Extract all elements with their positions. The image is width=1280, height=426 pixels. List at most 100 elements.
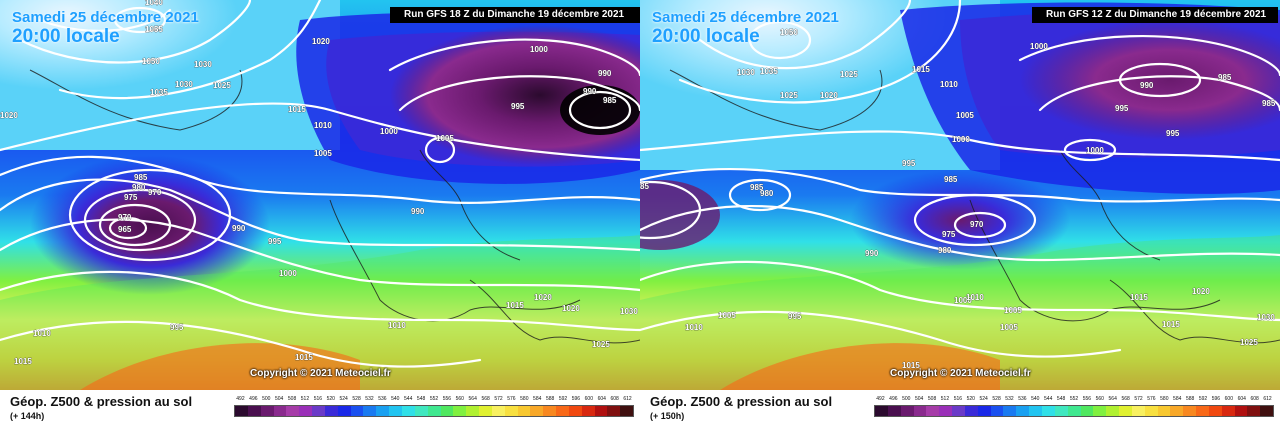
legend-tick-label: 576 <box>507 396 516 402</box>
legend-swatch <box>990 406 1004 416</box>
isobar-label: 995 <box>268 237 282 246</box>
isobar-labels-left: 1040 1055 1050 1030 1030 1025 1035 1020 … <box>0 0 639 366</box>
legend-swatch <box>273 406 287 416</box>
legend-swatch <box>952 406 965 416</box>
isobar-label: 995 <box>1166 129 1180 138</box>
isobar-label: 980 <box>938 246 952 255</box>
legend-tick-label: 500 <box>262 396 271 402</box>
isobar-label: 1010 <box>388 321 406 330</box>
legend-swatch <box>1144 406 1158 416</box>
isobar-label: 990 <box>865 249 879 258</box>
legend-swatch <box>427 406 441 416</box>
isobar-label: 1025 <box>1240 338 1258 347</box>
isobar-label: 1000 <box>1086 146 1104 155</box>
legend-swatch <box>337 406 351 416</box>
isobar-label: 1005 <box>314 149 332 158</box>
legend-tick-label: 524 <box>339 396 348 402</box>
legend-tick-label: 604 <box>597 396 606 402</box>
isobar-label: 1005 <box>718 311 736 320</box>
legend-swatch <box>1183 406 1197 416</box>
legend-tick-label: 564 <box>1108 396 1117 402</box>
legend-swatch <box>1003 406 1017 416</box>
legend-swatch <box>1080 406 1094 416</box>
isobar-label: 990 <box>583 87 597 96</box>
legend-swatch <box>376 406 390 416</box>
isobar-label: 1000 <box>952 135 970 144</box>
legend-tick-label: 560 <box>455 396 464 402</box>
weather-map-left: 1040 1055 1050 1030 1030 1025 1035 1020 … <box>0 0 640 390</box>
isobar-label: 1005 <box>436 134 454 143</box>
legend-swatch <box>1131 406 1145 416</box>
isobar-label: 1030 <box>194 60 212 69</box>
legend-swatch <box>581 406 595 416</box>
legend-swatch <box>607 406 621 416</box>
isobar-label: 1040 <box>145 0 163 7</box>
isobar-label: 995 <box>1115 104 1129 113</box>
isobar-label: 85 <box>640 182 649 191</box>
forecast-time: 20:00 locale <box>652 26 760 47</box>
model-run-label: Run GFS 18 Z du Dimanche 19 décembre 202… <box>390 7 640 23</box>
legend-swatch <box>1029 406 1042 416</box>
legend-swatch <box>543 406 557 416</box>
isobar-label: 990 <box>598 69 612 78</box>
isobar-label: 985 <box>134 173 148 182</box>
legend-swatch <box>939 406 953 416</box>
legend-tick-label: 520 <box>326 396 335 402</box>
legend-tick-label: 532 <box>1005 396 1014 402</box>
legend-tick-label: 544 <box>404 396 413 402</box>
isobar-label: 1015 <box>1162 320 1180 329</box>
isobar-label: 985 <box>1262 99 1276 108</box>
forecast-date: Samedi 25 décembre 2021 <box>12 9 199 26</box>
legend-swatch <box>466 406 480 416</box>
isobar-label: 970 <box>118 213 132 222</box>
color-legend-right: 492 496 500 504 508 512 516 520 524 528 532 536 540 5… <box>874 396 1274 422</box>
legend-swatch <box>504 406 518 416</box>
legend-swatch <box>401 406 415 416</box>
isobar-label: 995 <box>902 159 916 168</box>
forecast-lead-time: (+ 150h) <box>650 411 685 421</box>
map-parameter-title: Géop. Z500 & pression au sol <box>10 394 193 409</box>
isobar-label: 975 <box>124 193 138 202</box>
legend-swatch <box>1260 406 1274 416</box>
legend-swatch <box>260 406 274 416</box>
map-parameter-title: Géop. Z500 & pression au sol <box>650 394 833 409</box>
legend-tick-label: 520 <box>966 396 975 402</box>
legend-tick-label: 604 <box>1237 396 1246 402</box>
legend-tick-label: 528 <box>992 396 1001 402</box>
legend-tick-label: 612 <box>1263 396 1272 402</box>
legend-tick-label: 496 <box>889 396 898 402</box>
isobar-label: 1015 <box>902 361 920 370</box>
legend-swatch <box>530 406 544 416</box>
isobar-label: 1015 <box>506 301 524 310</box>
isobar-label: 985 <box>1218 73 1232 82</box>
map-footer-right: Géop. Z500 & pression au sol (+ 150h) 49… <box>640 390 1280 426</box>
legend-tick-label: 504 <box>914 396 924 402</box>
isobar-label: 1030 <box>737 68 755 77</box>
legend-swatch <box>926 406 940 416</box>
isobar-label: 1030 <box>620 307 638 316</box>
weather-map-svg-right: 1050 1030 1035 1025 1025 1020 1015 1010 … <box>640 0 1280 390</box>
legend-swatch <box>900 406 914 416</box>
legend-tick-label: 524 <box>979 396 988 402</box>
legend-swatch <box>875 406 888 416</box>
legend-swatch <box>1041 406 1055 416</box>
weather-map-right: 1050 1030 1035 1025 1025 1020 1015 1010 … <box>640 0 1280 390</box>
isobar-label: 1010 <box>940 80 958 89</box>
legend-swatch <box>247 406 261 416</box>
legend-swatch <box>312 406 325 416</box>
isobar-label: 995 <box>511 102 525 111</box>
legend-tick-label: 608 <box>610 396 619 402</box>
isobar-label: 975 <box>942 230 956 239</box>
legend-tick-label: 512 <box>940 396 950 402</box>
legend-swatch <box>1093 406 1107 416</box>
isobar-label: 1025 <box>213 81 231 90</box>
isobar-label: 1030 <box>1257 313 1275 322</box>
legend-tick-label: 536 <box>378 396 387 402</box>
legend-swatch <box>1016 406 1030 416</box>
legend-swatch <box>887 406 901 416</box>
isobar-label: 1050 <box>780 28 798 37</box>
legend-tick-label: 556 <box>442 396 452 402</box>
isobar-label: 1015 <box>912 65 930 74</box>
isobar-label: 985 <box>603 96 617 105</box>
legend-swatch <box>414 406 428 416</box>
